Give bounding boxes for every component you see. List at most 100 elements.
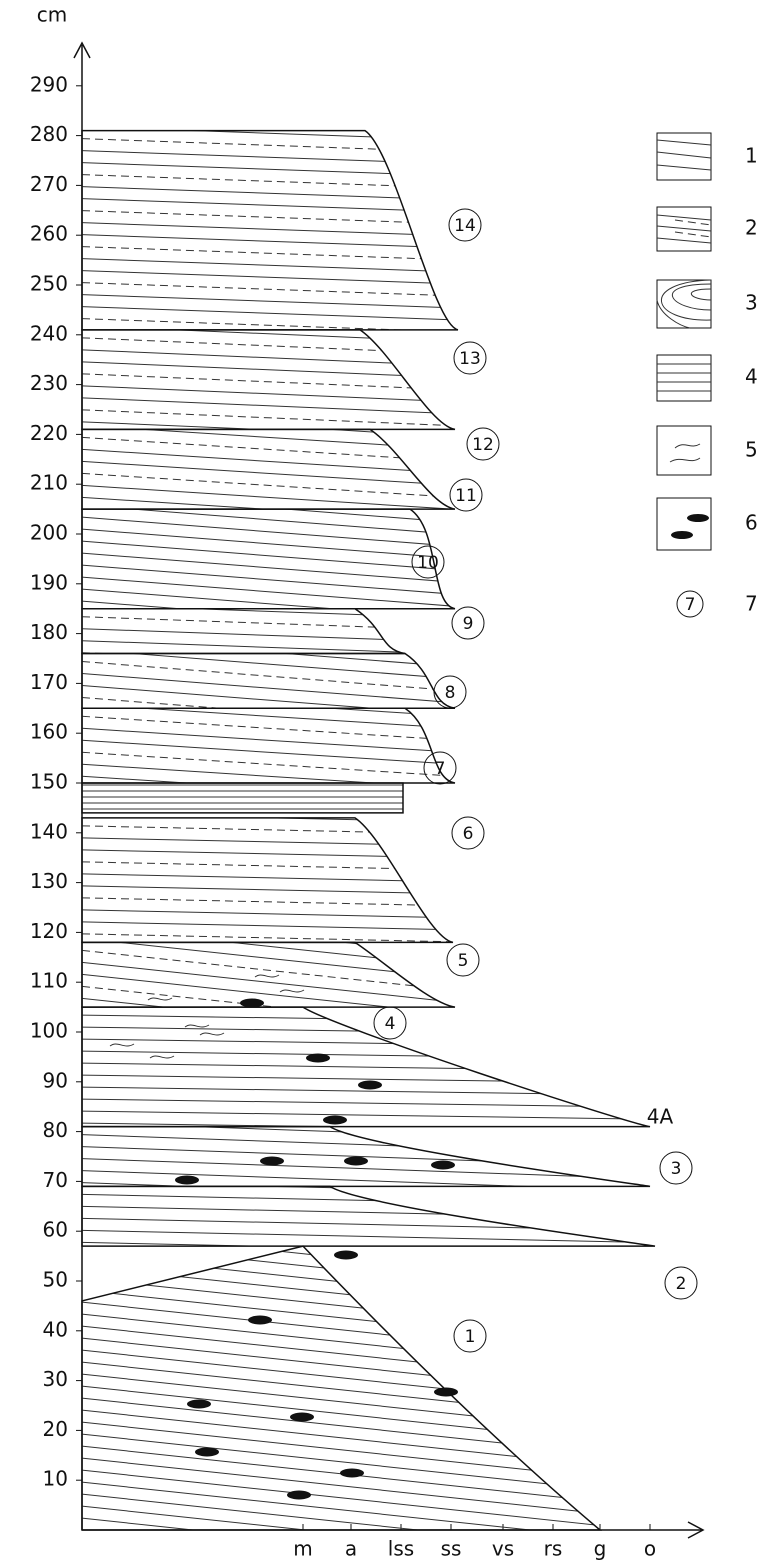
laminae: [82, 790, 700, 943]
pebble: [323, 1115, 347, 1125]
legend-label: 5: [745, 438, 758, 462]
lamina: [82, 509, 455, 518]
lamina: [82, 708, 455, 721]
lamina: [82, 1246, 600, 1285]
lamina: [82, 788, 700, 828]
lamina: [82, 942, 455, 1005]
lamina: [82, 715, 455, 757]
lamina: [82, 734, 700, 782]
lamina: [82, 429, 455, 430]
unit-circle: [453, 341, 487, 375]
lamina: [82, 429, 455, 442]
y-tick-label: 190: [30, 570, 68, 594]
y-tick-label: 220: [30, 421, 68, 445]
lamina: [82, 1229, 655, 1245]
lamina: [82, 1493, 600, 1530]
lamina: [82, 186, 458, 210]
x-tick-label: ss: [441, 1537, 462, 1561]
lamina: [82, 685, 455, 709]
lamina: [82, 91, 700, 113]
lamina: [82, 198, 458, 222]
lamina: [82, 270, 458, 294]
unit-circle: [453, 1319, 487, 1353]
lamina: [82, 246, 458, 270]
pebble: [344, 1156, 368, 1166]
legend-label: 4: [745, 365, 758, 389]
pebble: [248, 1315, 272, 1325]
lamina: [82, 909, 453, 924]
wavy-lamina: [109, 1043, 135, 1047]
bed-outline: [81, 782, 404, 814]
laminae: [82, 1087, 700, 1187]
lamina: [82, 258, 458, 282]
lamina: [82, 708, 455, 745]
y-tick-label: 280: [30, 122, 68, 146]
laminae: [82, 91, 700, 330]
y-tick-label: 160: [30, 720, 68, 744]
lamina: [82, 434, 700, 460]
lamina: [82, 138, 458, 162]
lamina: [82, 689, 700, 711]
x-tick-label: lss: [388, 1537, 414, 1561]
lamina: [82, 429, 455, 454]
lamina: [82, 653, 455, 675]
legend-box: [656, 206, 712, 252]
bed-outline: [81, 1245, 603, 1531]
unit-circle: [448, 208, 482, 242]
pebble: [175, 1175, 199, 1185]
y-tick-label: 90: [43, 1068, 68, 1092]
y-tick-label: 30: [43, 1367, 68, 1391]
lamina: [82, 800, 700, 840]
y-tick-label: 110: [30, 969, 68, 993]
bed-outline: [81, 129, 459, 331]
legend-pebble: [687, 514, 709, 522]
pebble: [431, 1160, 455, 1170]
laminae: [82, 653, 700, 794]
lamina: [82, 1457, 600, 1525]
pebble: [334, 1250, 358, 1260]
lamina: [82, 1170, 650, 1187]
lamina: [82, 727, 455, 769]
unit-circle: [446, 943, 480, 977]
lamina: [82, 1086, 650, 1097]
bed-outline: [81, 1006, 651, 1128]
legend-pattern: [656, 139, 712, 463]
lamina: [82, 1469, 600, 1530]
lamina: [82, 746, 700, 794]
unit-circle: [664, 1266, 698, 1300]
lamina: [82, 222, 458, 246]
unit-circle: [423, 751, 457, 785]
y-tick-label: 200: [30, 521, 68, 545]
lamina: [82, 790, 700, 803]
unit-circle: [466, 427, 500, 461]
bed-outline: [81, 1185, 656, 1247]
y-tick-label: 180: [30, 620, 68, 644]
lamina: [82, 1087, 700, 1109]
pebble: [434, 1387, 458, 1397]
lamina: [82, 1074, 650, 1085]
lamina: [82, 1098, 650, 1109]
y-tick-label: 240: [30, 321, 68, 345]
lamina: [82, 1099, 700, 1121]
lamina: [82, 1217, 655, 1233]
y-tick-label: 150: [30, 770, 68, 794]
unit-label: 12: [472, 435, 494, 455]
wavy-lamina: [147, 997, 173, 1001]
lamina: [82, 1278, 700, 1291]
lamina: [82, 282, 458, 306]
laminae: [82, 784, 403, 810]
unit-label: 7: [435, 759, 446, 779]
lamina: [82, 653, 455, 699]
unit-circle: [411, 545, 445, 579]
lamina: [82, 397, 455, 425]
lamina: [82, 1313, 600, 1381]
x-tick-label: rs: [544, 1537, 563, 1561]
lamina: [82, 1246, 600, 1297]
lamina: [82, 1193, 655, 1209]
lamina: [82, 1337, 600, 1405]
lamina: [82, 1349, 600, 1417]
lamina: [82, 174, 458, 198]
y-tick-label: 170: [30, 670, 68, 694]
y-tick-label: 270: [30, 172, 68, 196]
